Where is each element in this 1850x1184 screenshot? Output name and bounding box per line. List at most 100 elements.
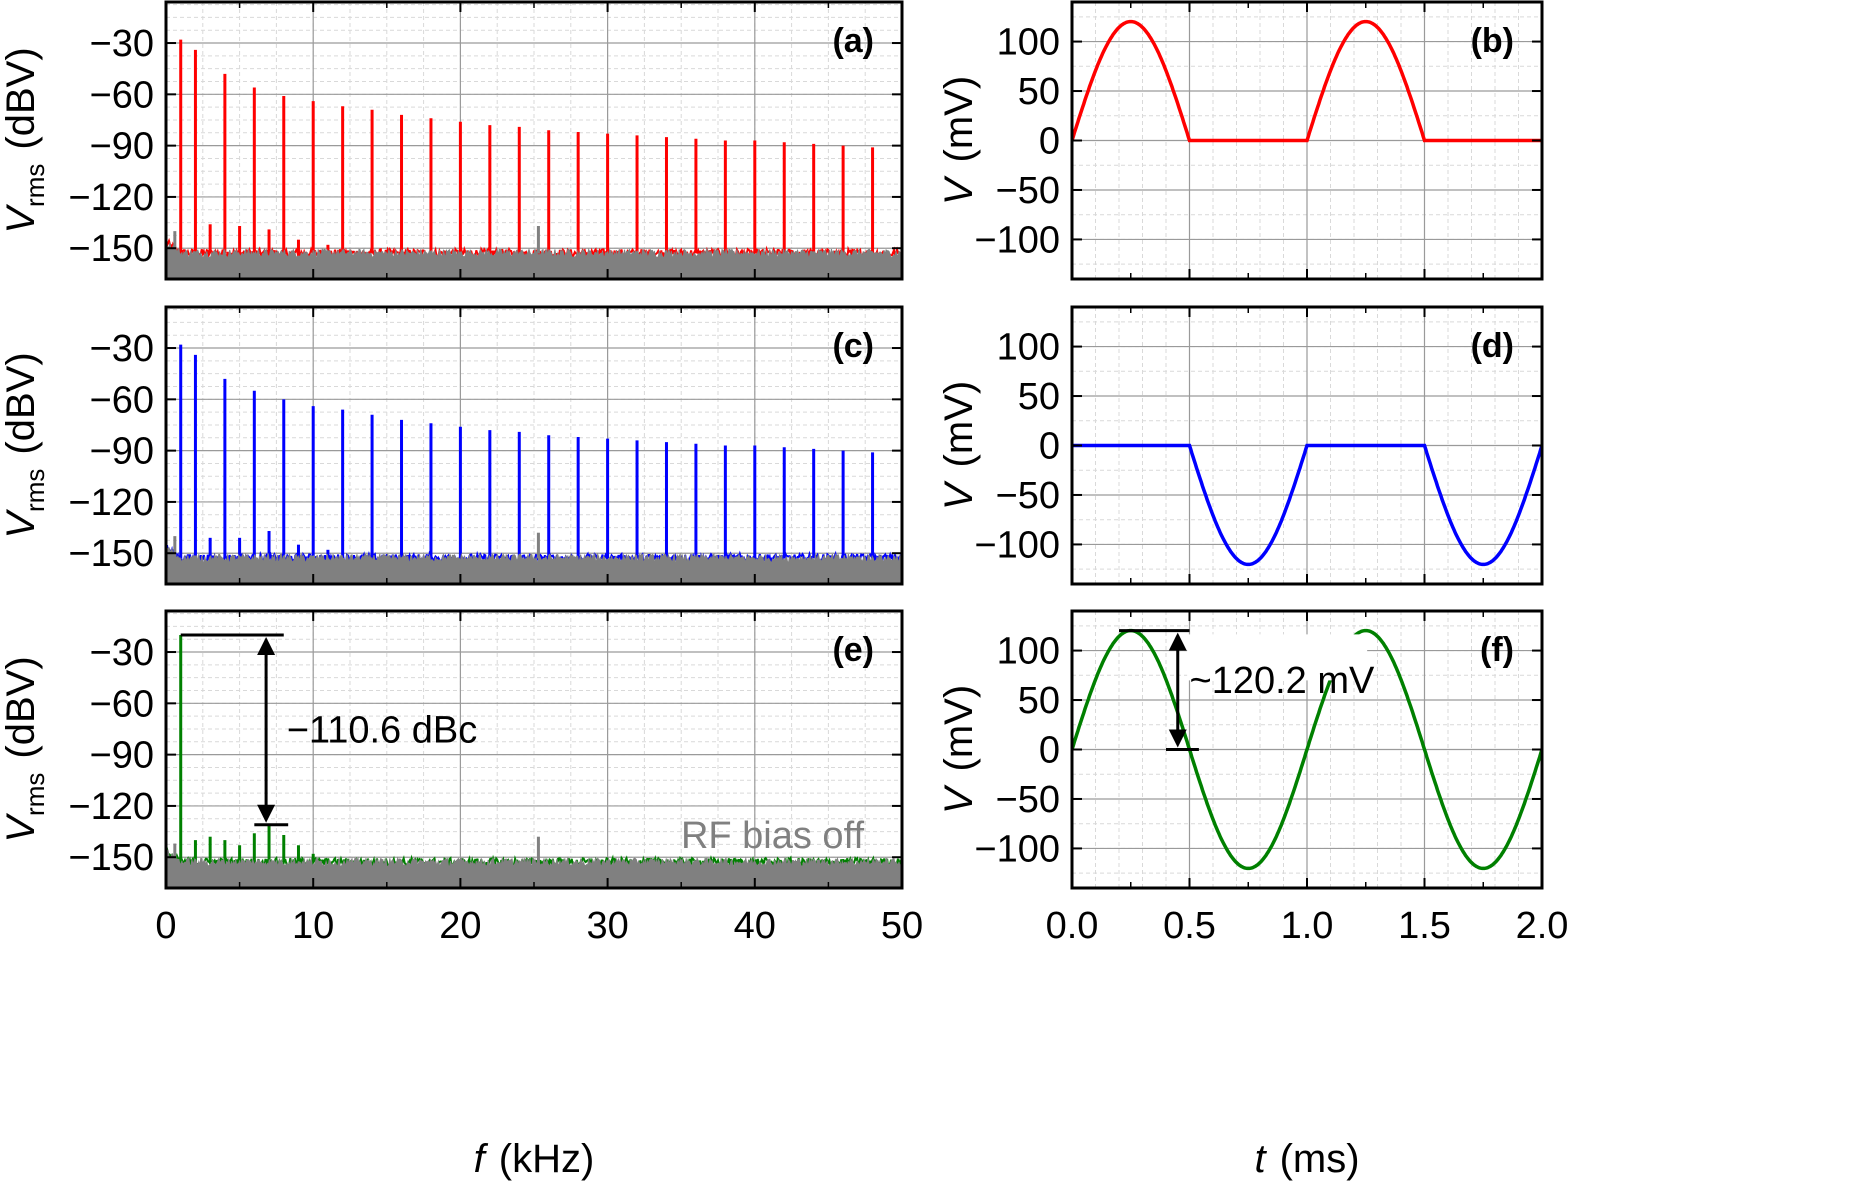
y-tick-label: −150 bbox=[68, 533, 154, 575]
y-axis-var: V bbox=[937, 175, 981, 205]
panel-a: −30 −60 −90 −120 −150 (a) Vrms (dBV) bbox=[0, 0, 904, 281]
panel-tag: (e) bbox=[832, 631, 874, 669]
y-axis-var: V bbox=[0, 509, 43, 539]
y-tick-label: 50 bbox=[1018, 71, 1060, 113]
y-axis-unit: (mV) bbox=[937, 76, 981, 163]
noise-floor-series-1 bbox=[166, 547, 902, 584]
amplitude-annotation: ~120.2 mV bbox=[1119, 629, 1375, 751]
y-axis-label: Vrms (dBV) bbox=[0, 47, 50, 233]
plot-frame bbox=[164, 0, 904, 281]
y-axis-subscript: rms bbox=[20, 773, 50, 816]
y-axis-var: V bbox=[937, 784, 981, 814]
panel-tag: (f) bbox=[1480, 631, 1514, 669]
y-tick-label: −90 bbox=[90, 431, 154, 473]
y-axis-label: V (mV) bbox=[937, 381, 981, 510]
y-axis-unit: (dBV) bbox=[0, 352, 43, 454]
amp-arrow-head-down bbox=[1168, 729, 1187, 748]
noise-floor-series-1 bbox=[166, 848, 902, 888]
y-tick-label: 100 bbox=[997, 22, 1060, 64]
y-axis-subscript: rms bbox=[20, 469, 50, 512]
y-tick-label: 100 bbox=[997, 327, 1060, 369]
panel-tag: (d) bbox=[1471, 327, 1514, 365]
panel-tag: (b) bbox=[1471, 22, 1514, 60]
y-axis-subscript: rms bbox=[20, 164, 50, 207]
x-tick-label: 1.5 bbox=[1398, 905, 1451, 947]
y-axis-label: Vrms (dBV) bbox=[0, 656, 50, 842]
y-tick-label: 100 bbox=[997, 631, 1060, 673]
y-axis-var: V bbox=[937, 480, 981, 510]
x-tick-label: 30 bbox=[586, 905, 628, 947]
y-tick-label: −120 bbox=[68, 177, 154, 219]
x-axis-label: t (ms) bbox=[1254, 1137, 1359, 1181]
waveform-line bbox=[1072, 443, 1542, 567]
waveform-line bbox=[1072, 19, 1542, 143]
plot-area bbox=[166, 634, 902, 888]
grid bbox=[165, 2, 903, 279]
y-axis-label: V (mV) bbox=[937, 76, 981, 205]
dbc-arrow-head-down bbox=[257, 804, 276, 823]
y-axis-label: Vrms (dBV) bbox=[0, 352, 50, 538]
plot-frame bbox=[164, 609, 904, 890]
y-tick-label: −30 bbox=[90, 23, 154, 65]
x-tick-label: 40 bbox=[734, 905, 776, 947]
dbc-label: −110.6 dBc bbox=[287, 710, 478, 752]
x-axis-unit: (ms) bbox=[1280, 1137, 1360, 1181]
x-tick-label: 10 bbox=[292, 905, 334, 947]
y-tick-label: 0 bbox=[1039, 426, 1060, 468]
y-axis-unit: (dBV) bbox=[0, 47, 43, 149]
plot-area bbox=[1072, 628, 1542, 871]
y-tick-label: −60 bbox=[90, 683, 154, 725]
x-tick-label: 0 bbox=[155, 905, 176, 947]
x-tick-label: 1.0 bbox=[1281, 905, 1334, 947]
y-tick-label: 50 bbox=[1018, 680, 1060, 722]
y-tick-label: −150 bbox=[68, 837, 154, 879]
plot-frame bbox=[1070, 305, 1544, 586]
y-tick-label: −50 bbox=[996, 170, 1060, 212]
plot-frame bbox=[164, 305, 904, 586]
x-tick-label: 0.0 bbox=[1046, 905, 1099, 947]
y-tick-label: −60 bbox=[90, 74, 154, 116]
amp-label-background bbox=[1187, 634, 1368, 681]
panel-b: 100 50 0 −50 −100 (b) V (mV) bbox=[937, 0, 1544, 281]
dbc-annotation: −110.6 dBc RF bias off bbox=[180, 633, 864, 857]
x-axis-var: f bbox=[474, 1137, 489, 1181]
x-axis-unit: (kHz) bbox=[499, 1137, 595, 1181]
x-tick-label: 50 bbox=[881, 905, 923, 947]
y-tick-label: −30 bbox=[90, 632, 154, 674]
waveform-line bbox=[1072, 628, 1542, 871]
amp-label: ~120.2 mV bbox=[1190, 660, 1375, 702]
y-tick-label: −150 bbox=[68, 228, 154, 270]
y-axis-unit: (mV) bbox=[937, 381, 981, 468]
x-tick-label: 2.0 bbox=[1516, 905, 1569, 947]
y-axis-unit: (dBV) bbox=[0, 656, 43, 758]
y-axis-unit: (mV) bbox=[937, 685, 981, 772]
panel-c: −30 −60 −90 −120 −150 (c) Vrms (dBV) bbox=[0, 305, 904, 586]
panel-d: 100 50 0 −50 −100 (d) V (mV) bbox=[937, 305, 1544, 586]
y-tick-label: −50 bbox=[996, 475, 1060, 517]
panel-tag: (c) bbox=[832, 327, 874, 365]
plot-frame bbox=[1070, 609, 1544, 890]
y-tick-label: −90 bbox=[90, 126, 154, 168]
y-tick-label: −120 bbox=[68, 482, 154, 524]
grid bbox=[165, 307, 903, 584]
y-tick-label: −50 bbox=[996, 779, 1060, 821]
plot-area bbox=[1072, 19, 1542, 143]
y-tick-label: −120 bbox=[68, 786, 154, 828]
y-axis-var: V bbox=[0, 813, 43, 843]
noise-floor-series-1 bbox=[166, 239, 902, 279]
plot-area bbox=[166, 39, 902, 279]
y-tick-label: −90 bbox=[90, 735, 154, 777]
panel-f: 100 50 0 −50 −100 0.0 0.5 1.0 1.5 2.0 (f) V (mV) t (ms… bbox=[937, 609, 1569, 1181]
y-axis-label: V (mV) bbox=[937, 685, 981, 814]
plot-frame bbox=[1070, 0, 1544, 281]
y-tick-label: −60 bbox=[90, 379, 154, 421]
rf-bias-label: RF bias off bbox=[681, 815, 864, 857]
y-tick-label: −100 bbox=[974, 219, 1060, 261]
y-tick-label: 0 bbox=[1039, 121, 1060, 163]
dbc-arrow-head-up bbox=[257, 636, 276, 655]
y-tick-label: −30 bbox=[90, 328, 154, 370]
panel-tag: (a) bbox=[832, 22, 874, 60]
x-axis-var: t bbox=[1254, 1137, 1267, 1181]
